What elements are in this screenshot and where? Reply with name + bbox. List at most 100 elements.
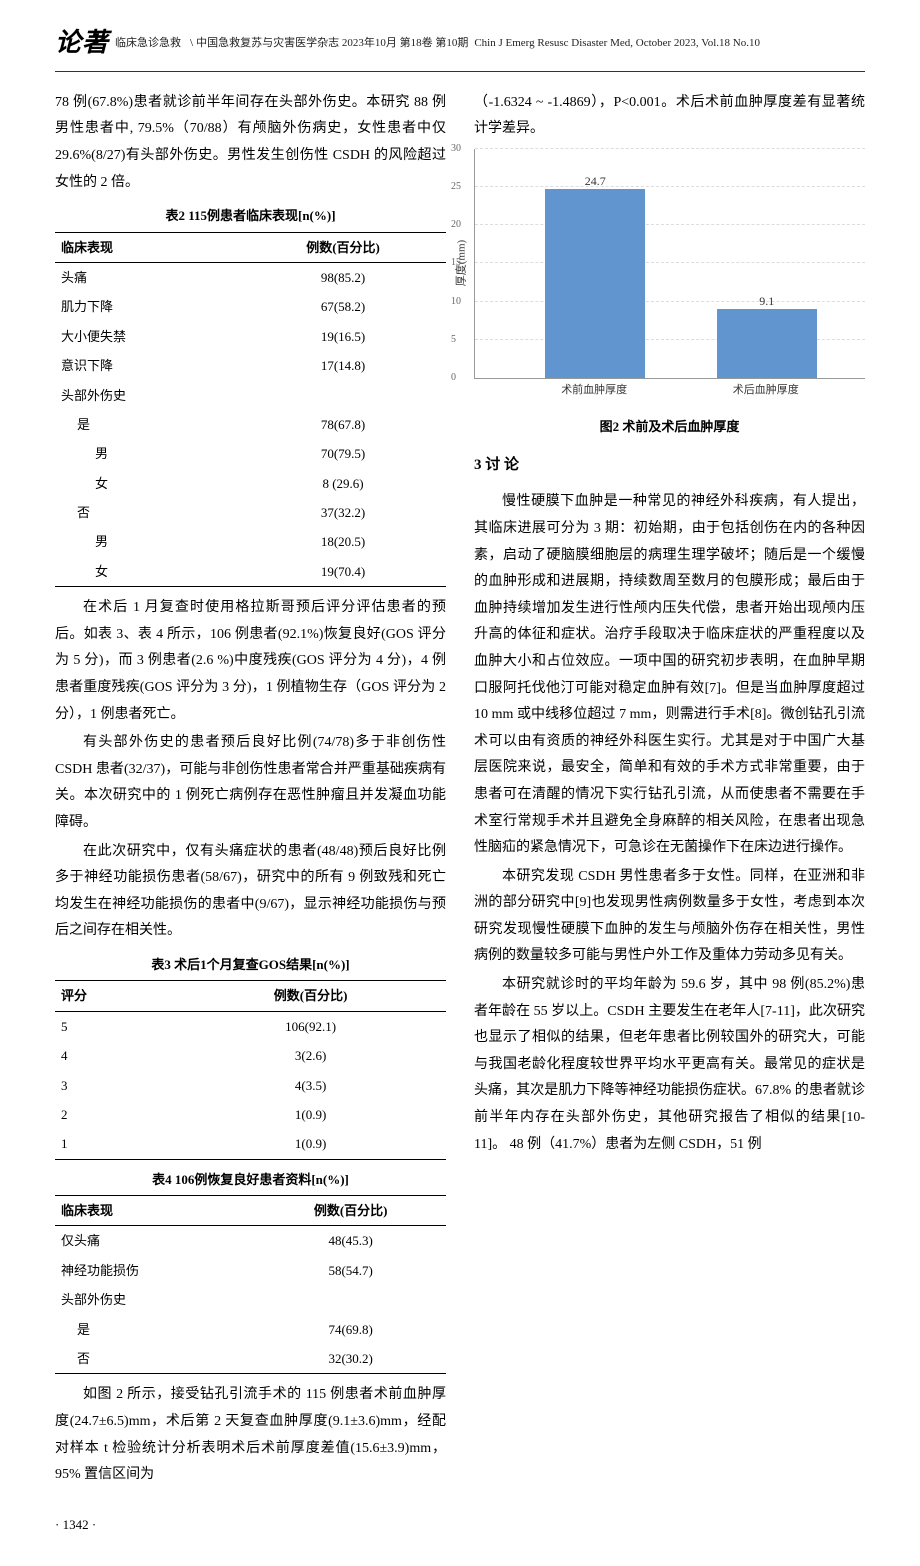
table-row: 意识下降17(14.8)	[55, 351, 446, 380]
table3-caption: 表3 术后1个月复查GOS结果[n(%)]	[55, 953, 446, 976]
table-row: 否32(30.2)	[55, 1344, 446, 1374]
paragraph: 在术后 1 月复查时使用格拉斯哥预后评分评估患者的预后。如表 3、表 4 所示，…	[55, 595, 446, 728]
chart-bar: 24.7	[545, 189, 645, 378]
two-column-layout: 78 例(67.8%)患者就诊前半年间存在头部外伤史。本研究 88 例男性患者中…	[55, 90, 865, 1536]
table-row: 大小便失禁19(16.5)	[55, 322, 446, 351]
table-cell-value	[240, 381, 446, 410]
table-cell-value: 19(70.4)	[240, 557, 446, 587]
table-cell-label: 男	[55, 439, 240, 468]
table-cell-value: 32(30.2)	[255, 1344, 446, 1374]
table-row: 34(3.5)	[55, 1071, 446, 1100]
table4-caption: 表4 106例恢复良好患者资料[n(%)]	[55, 1168, 446, 1191]
table3: 评分 例数(百分比) 5106(92.1)43(2.6)34(3.5)21(0.…	[55, 980, 446, 1159]
table-cell-label: 是	[55, 1315, 255, 1344]
chart-bar-label: 24.7	[545, 171, 645, 193]
table-cell-label: 3	[55, 1071, 175, 1100]
table-cell-value: 78(67.8)	[240, 410, 446, 439]
table-row: 头部外伤史	[55, 381, 446, 410]
paragraph: 有头部外伤史的患者预后良好比例(74/78)多于非创伤性 CSDH 患者(32/…	[55, 730, 446, 836]
chart-ytick: 20	[451, 216, 461, 234]
figure2-caption: 图2 术前及术后血肿厚度	[474, 415, 865, 438]
table-cell-value: 48(45.3)	[255, 1226, 446, 1256]
section-3-title: 3 讨 论	[474, 452, 865, 479]
table-cell-label: 是	[55, 410, 240, 439]
section-logo: 论著	[55, 20, 109, 67]
left-column: 78 例(67.8%)患者就诊前半年间存在头部外伤史。本研究 88 例男性患者中…	[55, 90, 446, 1536]
table-cell-label: 2	[55, 1100, 175, 1129]
table-row: 仅头痛48(45.3)	[55, 1226, 446, 1256]
table2-col2: 例数(百分比)	[240, 232, 446, 262]
chart-bar: 9.1	[717, 309, 817, 378]
table-cell-label: 头痛	[55, 262, 240, 292]
table-cell-label: 否	[55, 1344, 255, 1374]
chart-ytick: 0	[451, 369, 456, 387]
page-header: 论著 临床急诊急救 \ 中国急救复苏与灾害医学杂志 2023年10月 第18卷 …	[55, 20, 865, 72]
table-cell-label: 神经功能损伤	[55, 1256, 255, 1285]
journal-en: Chin J Emerg Resusc Disaster Med, Octobe…	[474, 34, 760, 54]
table-row: 神经功能损伤58(54.7)	[55, 1256, 446, 1285]
table4-col2: 例数(百分比)	[255, 1196, 446, 1226]
table-cell-label: 1	[55, 1129, 175, 1159]
table-cell-value: 19(16.5)	[240, 322, 446, 351]
paragraph: 本研究发现 CSDH 男性患者多于女性。同样，在亚洲和非洲的部分研究中[9]也发…	[474, 864, 865, 970]
table-cell-label: 男	[55, 527, 240, 556]
paragraph: 如图 2 所示，接受钻孔引流手术的 115 例患者术前血肿厚度(24.7±6.5…	[55, 1382, 446, 1488]
table-cell-value: 4(3.5)	[175, 1071, 446, 1100]
table3-col2: 例数(百分比)	[175, 981, 446, 1011]
header-subtitle: 临床急诊急救	[115, 34, 181, 54]
table-row: 女8 (29.6)	[55, 469, 446, 498]
paragraph: 78 例(67.8%)患者就诊前半年间存在头部外伤史。本研究 88 例男性患者中…	[55, 90, 446, 196]
table-row: 5106(92.1)	[55, 1011, 446, 1041]
table-cell-label: 意识下降	[55, 351, 240, 380]
table-row: 男18(20.5)	[55, 527, 446, 556]
figure2-chart: 厚度(mm) 05101520253024.79.1 术前血肿厚度 术后血肿厚度…	[474, 149, 865, 438]
table-cell-value: 74(69.8)	[255, 1315, 446, 1344]
table-row: 肌力下降67(58.2)	[55, 292, 446, 321]
chart-ytick: 5	[451, 331, 456, 349]
table3-col1: 评分	[55, 981, 175, 1011]
table-cell-label: 肌力下降	[55, 292, 240, 321]
table2-caption: 表2 115例患者临床表现[n(%)]	[55, 204, 446, 227]
table-row: 21(0.9)	[55, 1100, 446, 1129]
table-cell-label: 头部外伤史	[55, 1285, 255, 1314]
table2-col1: 临床表现	[55, 232, 240, 262]
table4-col1: 临床表现	[55, 1196, 255, 1226]
table-cell-value: 98(85.2)	[240, 262, 446, 292]
table-row: 是74(69.8)	[55, 1315, 446, 1344]
table-cell-value: 8 (29.6)	[240, 469, 446, 498]
chart-ytick: 30	[451, 140, 461, 158]
journal-cn: 中国急救复苏与灾害医学杂志 2023年10月 第18卷 第10期	[196, 34, 468, 54]
right-column: （-1.6324 ~ -1.4869），P<0.001。术后术前血肿厚度差有显著…	[474, 90, 865, 1536]
paragraph: 在此次研究中，仅有头痛症状的患者(48/48)预后良好比例多于神经功能损伤患者(…	[55, 839, 446, 945]
chart-ytick: 15	[451, 254, 461, 272]
table-row: 是78(67.8)	[55, 410, 446, 439]
table2: 临床表现 例数(百分比) 头痛98(85.2)肌力下降67(58.2)大小便失禁…	[55, 232, 446, 588]
table-cell-label: 否	[55, 498, 240, 527]
table-cell-value: 3(2.6)	[175, 1041, 446, 1070]
table-cell-value: 67(58.2)	[240, 292, 446, 321]
paragraph: （-1.6324 ~ -1.4869），P<0.001。术后术前血肿厚度差有显著…	[474, 90, 865, 143]
table-row: 男70(79.5)	[55, 439, 446, 468]
table-cell-label: 女	[55, 557, 240, 587]
table-row: 否37(32.2)	[55, 498, 446, 527]
table-cell-value: 1(0.9)	[175, 1129, 446, 1159]
table-row: 头痛98(85.2)	[55, 262, 446, 292]
table-cell-value	[255, 1285, 446, 1314]
table-cell-value: 106(92.1)	[175, 1011, 446, 1041]
table-cell-value: 70(79.5)	[240, 439, 446, 468]
table4: 临床表现 例数(百分比) 仅头痛48(45.3)神经功能损伤58(54.7)头部…	[55, 1195, 446, 1374]
table-cell-label: 仅头痛	[55, 1226, 255, 1256]
table-cell-label: 大小便失禁	[55, 322, 240, 351]
table-cell-label: 4	[55, 1041, 175, 1070]
chart-bar-label: 9.1	[717, 291, 817, 313]
paragraph: 本研究就诊时的平均年龄为 59.6 岁，其中 98 例(85.2%)患者年龄在 …	[474, 972, 865, 1158]
table-cell-label: 头部外伤史	[55, 381, 240, 410]
table-cell-label: 女	[55, 469, 240, 498]
paragraph: 慢性硬膜下血肿是一种常见的神经外科疾病，有人提出，其临床进展可分为 3 期：初始…	[474, 489, 865, 861]
table-row: 43(2.6)	[55, 1041, 446, 1070]
table-row: 女19(70.4)	[55, 557, 446, 587]
table-cell-value: 37(32.2)	[240, 498, 446, 527]
table-row: 头部外伤史	[55, 1285, 446, 1314]
chart-xlabel-0: 术前血肿厚度	[554, 381, 634, 401]
chart-ytick: 25	[451, 178, 461, 196]
